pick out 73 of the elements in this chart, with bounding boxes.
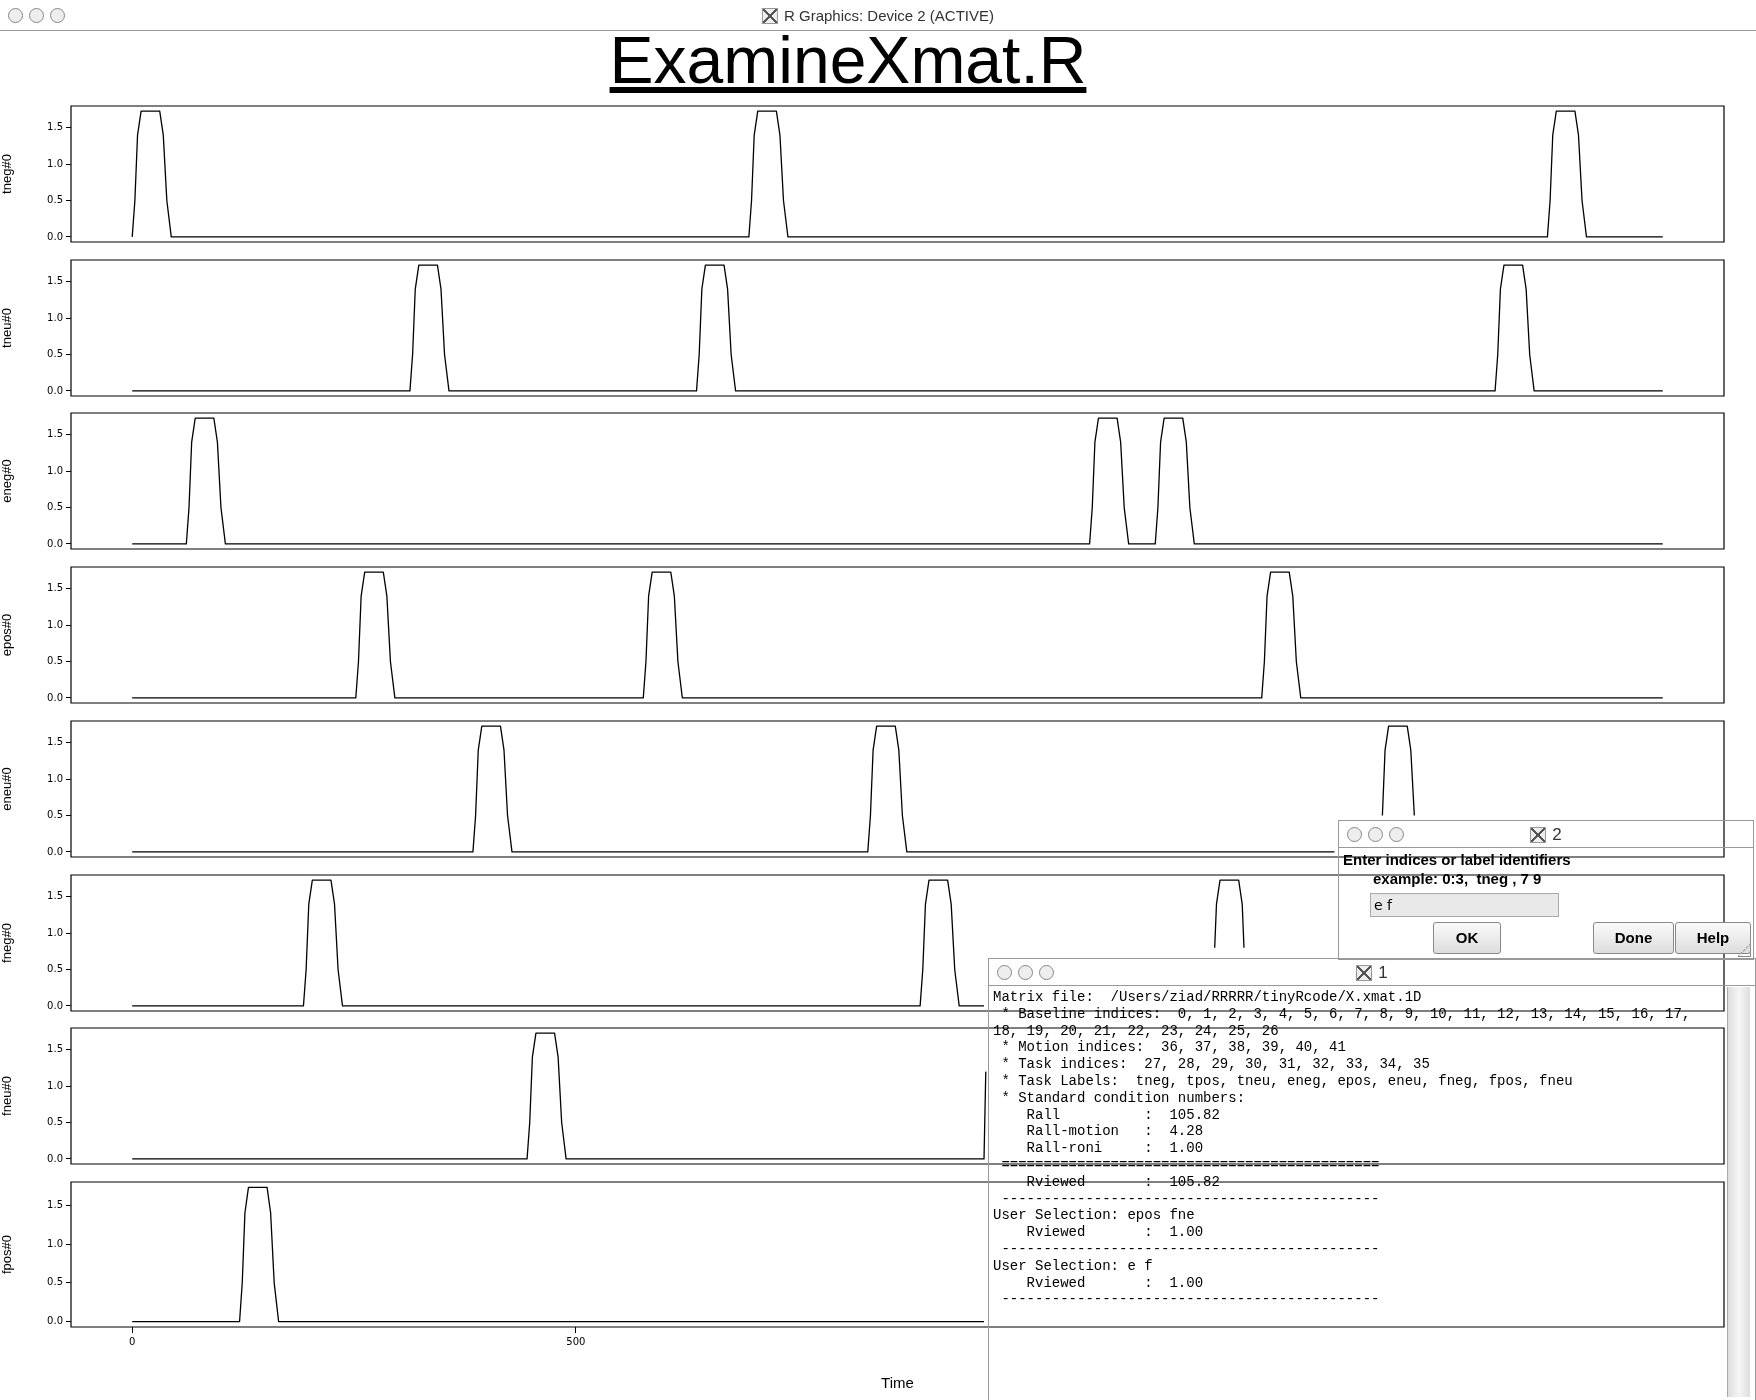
y-tick-label: 1.5 [47, 275, 63, 287]
button: OK [1433, 922, 1501, 954]
annotation: Rall-motion : 4.28 [1025, 1123, 1205, 1141]
y-tick-label: 0.5 [47, 348, 63, 360]
annotation: Rall-roni : 1.00 [1025, 1140, 1205, 1157]
y-tick-label: 0.0 [47, 999, 63, 1011]
y-tick-label: 0.5 [47, 809, 63, 821]
y-tick-label: 0.5 [47, 1116, 63, 1128]
annotation: Matrix file: /Users/ziad/RRRRR/tinyRcode/X.xmat.1D [993, 989, 1423, 1006]
y-tick-label: 0.5 [47, 501, 63, 513]
y-tick-label: 1.0 [47, 1237, 63, 1249]
y-axis-title: fneg#0 [0, 923, 15, 963]
title-bar: 1 [989, 959, 1755, 986]
y-tick-label: 0.0 [47, 691, 63, 703]
annotation: example: 0:3, tneg , 7 9 [1373, 870, 1542, 887]
y-tick-label: 0.5 [47, 963, 63, 975]
x-tick-label: 0 [129, 1335, 136, 1347]
dialog-window: 2 Enter indices or label identifiers example: 0:3, tneg , 7 9 e f OK Done Help [1338, 820, 1754, 960]
annotation: Rall : 105.82 [1025, 1106, 1221, 1124]
y-tick-label: 1.0 [47, 464, 63, 476]
y-tick-label: 0.5 [47, 1276, 63, 1288]
annotation: Enter indices or label identifiers [1343, 851, 1571, 868]
y-tick-label: 1.5 [47, 1043, 63, 1055]
annotation: * Baseline indices: 0, 1, 2, 3, 4, 5, 6, 7, 8, 9, 10, 11, 12, 13, 14, 15, 16, 17, 18, 19, 20, 21, 22, 23, 24, 25, 26 [993, 1005, 1692, 1040]
y-tick-label: 0.0 [47, 1152, 63, 1164]
y-tick-label: 1.0 [47, 926, 63, 938]
y-tick-label: 1.5 [47, 582, 63, 594]
y-tick-label: 0.0 [47, 845, 63, 857]
y-tick-label: 1.0 [47, 1079, 63, 1091]
y-tick-label: 1.5 [47, 121, 63, 133]
annotation: * Task Labels: tneg, tpos, tneu, eneg, epos, eneu, fneg, fpos, fneu [1000, 1072, 1574, 1090]
y-tick-label: 0.0 [47, 384, 63, 396]
title-bar: 2 [1339, 821, 1753, 848]
y-tick-label: 0.5 [47, 655, 63, 667]
button: Done [1593, 922, 1674, 954]
y-tick-label: 1.5 [47, 890, 63, 902]
y-tick-label: 1.0 [47, 618, 63, 630]
annotation: Rviewed : 1.00 [1025, 1224, 1205, 1241]
annotation: --------------------------------------------- [1000, 1190, 1381, 1208]
y-tick-label: 1.0 [47, 772, 63, 784]
y-axis-title: epos#0 [0, 613, 15, 657]
y-tick-label: 1.5 [47, 736, 63, 748]
y-tick-label: 0.5 [47, 194, 63, 206]
annotation: 2 [1552, 824, 1562, 844]
y-tick-label: 0.0 [47, 537, 63, 549]
x-tick-label: 500 [566, 1335, 586, 1347]
y-tick-label: 1.0 [47, 157, 63, 169]
annotation: ============================================= [1000, 1156, 1381, 1174]
text-field: e f [1370, 893, 1559, 917]
annotation: Rviewed : 105.82 [1025, 1173, 1221, 1191]
y-tick-label: 1.5 [47, 1198, 63, 1210]
x-axis-title: Time [881, 1374, 914, 1392]
annotation: * Standard condition numbers: [1000, 1089, 1247, 1107]
y-tick-label: 1.0 [47, 311, 63, 323]
annotation: User Selection: e f [993, 1257, 1154, 1275]
button: Help [1675, 922, 1751, 954]
title-bar: R Graphics: Device 2 (ACTIVE) [0, 0, 1756, 31]
y-tick-label: 0.0 [47, 230, 63, 242]
annotation: User Selection: epos fne [993, 1207, 1196, 1225]
y-axis-title: fneu#0 [0, 1076, 15, 1116]
y-tick-label: 0.0 [47, 1315, 63, 1327]
annotation: Rviewed : 1.00 [1025, 1274, 1205, 1292]
y-axis-title: eneu#0 [0, 767, 15, 811]
annotation: --------------------------------------------- [1000, 1240, 1381, 1258]
y-axis-title: fpos#0 [0, 1234, 15, 1275]
annotation: --------------------------------------------- [1000, 1291, 1381, 1309]
y-axis-title: eneg#0 [0, 459, 15, 503]
y-axis-title: tneg#0 [0, 154, 15, 194]
annotation: * Task indices: 27, 28, 29, 30, 31, 32, 33, 34, 35 [1000, 1056, 1431, 1073]
annotation: * Motion indices: 36, 37, 38, 39, 40, 41 [1000, 1039, 1347, 1057]
y-axis-title: tneu#0 [0, 308, 15, 348]
annotation: 1 [1378, 962, 1388, 982]
y-tick-label: 1.5 [47, 428, 63, 440]
